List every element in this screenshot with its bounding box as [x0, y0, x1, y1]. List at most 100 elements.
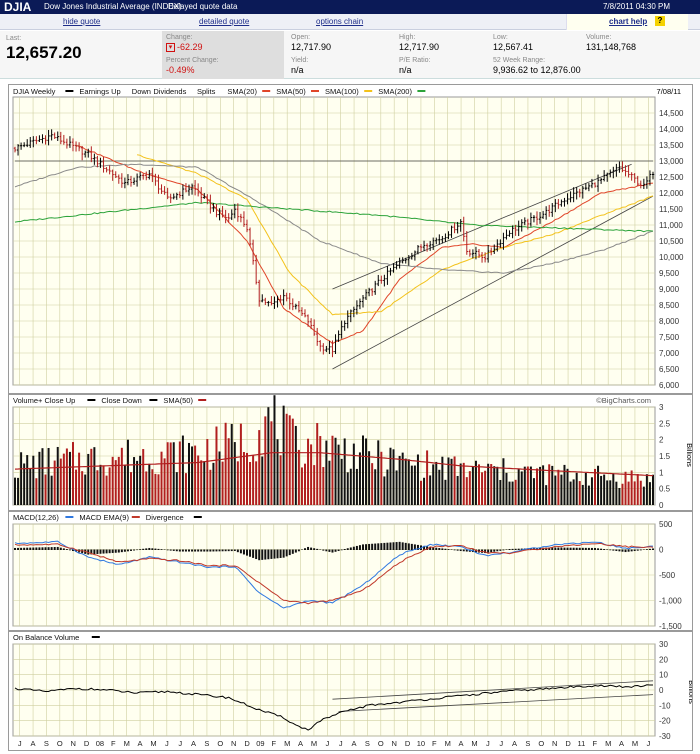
- chart-help-link[interactable]: chart help: [609, 17, 648, 26]
- divergence-bar: [639, 549, 642, 551]
- options-chain-link[interactable]: options chain: [316, 17, 364, 26]
- title-bar: DJIA Dow Jones Industrial Average (INDEX…: [0, 0, 700, 14]
- volume-bar: [288, 415, 291, 505]
- divergence-bar: [386, 542, 389, 550]
- obv-legend-item: On Balance Volume: [13, 633, 79, 642]
- help-icon[interactable]: ?: [655, 16, 665, 26]
- volume-bar: [499, 479, 502, 505]
- divergence-bar: [346, 548, 349, 550]
- divergence-bar: [233, 549, 236, 552]
- volume-bar: [233, 442, 236, 505]
- price-y-tick-label: 7,500: [659, 333, 680, 342]
- divergence-bar: [352, 546, 355, 550]
- volume-bar: [130, 472, 132, 505]
- volume-bar: [648, 482, 651, 505]
- divergence-bar: [499, 549, 502, 551]
- divergence-bar: [14, 547, 16, 550]
- volume-bar: [20, 452, 23, 505]
- price-legend-item: SMA(100): [325, 87, 359, 96]
- volume-bar: [548, 464, 551, 505]
- volume-bar: [652, 474, 654, 505]
- open-value: 12,717.90: [291, 42, 332, 52]
- volume-bar: [258, 430, 261, 505]
- volume-bar: [416, 454, 419, 505]
- volume-bar: [386, 469, 389, 505]
- watermark: ©BigCharts.com: [596, 396, 651, 405]
- volume-bar: [166, 442, 169, 505]
- x-tick-label: A: [191, 739, 196, 748]
- detailed-quote-link[interactable]: detailed quote: [199, 17, 250, 26]
- volume-bar: [517, 469, 520, 505]
- divergence-bar: [279, 549, 282, 558]
- x-tick-label: M: [632, 739, 638, 748]
- last-label: Last:: [6, 35, 22, 42]
- volume-bar: [462, 462, 465, 505]
- divergence-bar: [465, 549, 468, 552]
- divergence-bar: [111, 549, 114, 553]
- volume-bar: [554, 475, 557, 505]
- volume-bar: [236, 461, 239, 505]
- macd-chart: 500 0 -500 -1,000 -1,500 MACD(12,26) MACD EMA(…: [12, 513, 682, 630]
- divergence-bar: [148, 547, 151, 550]
- volume-bar: [17, 477, 20, 505]
- x-tick-label: S: [525, 739, 530, 748]
- divergence-bar: [377, 543, 380, 550]
- pe-label: P/E Ratio:: [399, 57, 431, 64]
- x-tick-label: M: [471, 739, 477, 748]
- volume-bar: [606, 480, 609, 505]
- x-tick-label: J: [325, 739, 329, 748]
- divergence-bar: [126, 549, 129, 552]
- price-y-tick-label: 14,500: [659, 109, 684, 118]
- yield-value: n/a: [291, 65, 304, 75]
- divergence-bar: [496, 549, 499, 552]
- divergence-bar: [288, 549, 291, 556]
- volume-bar: [597, 465, 600, 505]
- sma-line-sma100: [14, 163, 654, 274]
- volume-bar: [484, 470, 487, 505]
- divergence-bar: [407, 543, 410, 550]
- obv-y-tick-label: 10: [659, 671, 668, 680]
- price-legend-item: DJIA Weekly: [13, 87, 56, 96]
- volume-bar: [264, 416, 267, 505]
- volume-bar: [38, 451, 41, 505]
- divergence-bar: [612, 549, 615, 551]
- x-tick-label: M: [150, 739, 156, 748]
- volume-bar: [612, 473, 615, 505]
- price-legend-item: Dividends: [153, 87, 186, 96]
- divergence-bar: [157, 548, 160, 550]
- price-legend-item: Down: [132, 87, 151, 96]
- yield-label: Yield:: [291, 57, 309, 64]
- volume-bar: [139, 455, 142, 505]
- divergence-bar: [160, 549, 163, 550]
- volume-bar: [639, 480, 642, 505]
- x-tick-label: J: [646, 739, 650, 748]
- volume-value: 131,148,768: [586, 42, 637, 52]
- volume-bar: [209, 469, 212, 505]
- volume-bar: [96, 470, 99, 505]
- divergence-bar: [221, 549, 224, 552]
- low-label: Low:: [493, 34, 508, 41]
- price-legend-item: SMA(200): [378, 87, 412, 96]
- volume-bar: [32, 455, 35, 505]
- divergence-bar: [362, 544, 364, 550]
- hide-quote-link[interactable]: hide quote: [63, 17, 101, 26]
- volume-y-tick-label: 2: [659, 436, 664, 445]
- volume-bar: [413, 465, 416, 505]
- volume-panel: 0 0.5 1 1.5 2 2.5 3 Volume+ Close Up Close Down S…: [8, 394, 693, 511]
- divergence-bar: [154, 548, 157, 550]
- divergence-bar: [102, 549, 105, 554]
- divergence-bar: [401, 542, 404, 550]
- divergence-bar: [246, 549, 248, 556]
- x-tick-label: F: [593, 739, 598, 748]
- volume-bar: [154, 473, 157, 505]
- divergence-bar: [90, 549, 93, 555]
- divergence-bar: [429, 546, 432, 550]
- divergence-bar: [145, 548, 148, 550]
- x-tick-label: 10: [417, 739, 425, 748]
- volume-bar: [624, 471, 627, 505]
- volume-bar: [267, 407, 270, 505]
- volume-bar: [642, 486, 645, 505]
- volume-bar: [587, 485, 590, 505]
- volume-bar: [603, 474, 606, 505]
- divergence-bar: [566, 547, 569, 550]
